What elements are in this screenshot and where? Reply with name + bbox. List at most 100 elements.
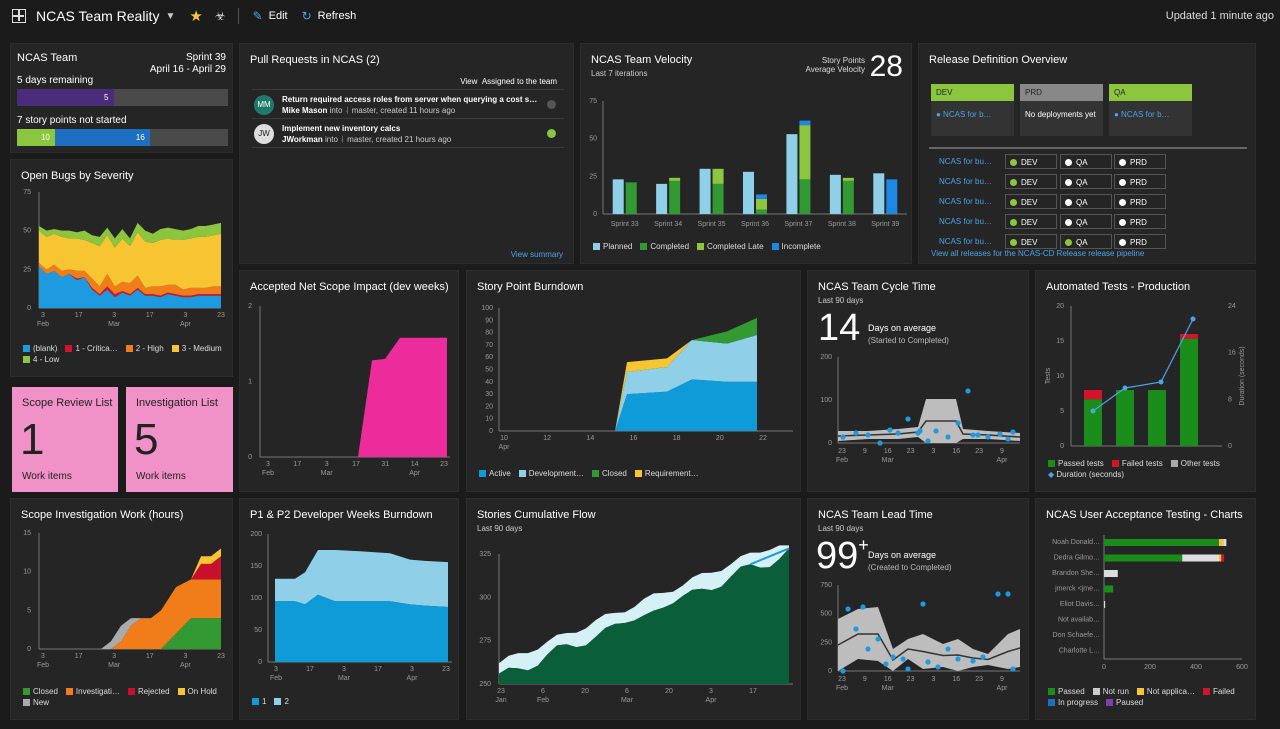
x-tick-label: 600 (1236, 664, 1248, 671)
dashboard-icon[interactable] (12, 9, 26, 23)
cycle-time-tile[interactable]: NCAS Team Cycle Time Last 90 days 14 Day… (807, 270, 1029, 492)
view-summary-link[interactable]: View summary (510, 250, 563, 259)
environment-pill[interactable]: DEV (1005, 154, 1057, 169)
pr-item[interactable]: JW Implement new inventory calcs JWorkma… (252, 119, 564, 148)
x-tick-label: 23 (975, 448, 983, 455)
pr-title[interactable]: Implement new inventory calcs (282, 124, 401, 133)
pr-into: into (329, 106, 343, 115)
legend-item: 2 (274, 697, 289, 706)
cumulative-flow-tile[interactable]: Stories Cumulative Flow Last 90 days 250… (466, 498, 801, 720)
team-members-icon[interactable]: ☣ (214, 9, 226, 23)
sprint-overview-tile[interactable]: NCAS Team Sprint 39 April 16 - April 29 … (10, 43, 233, 153)
investigation-tile[interactable]: Investigation List 5 Work items (126, 387, 233, 492)
data-point (877, 440, 883, 446)
tile-title: P1 & P2 Developer Weeks Burndown (250, 509, 433, 521)
environment-pill[interactable]: PRD (1114, 214, 1166, 229)
velocity-tile[interactable]: NCAS Team Velocity Last 7 iterations Sto… (580, 43, 912, 264)
burndown-tile[interactable]: Story Point Burndown 0 10 20 30 40 50 60 70 80 90… (466, 270, 801, 492)
pr-time: created 11 hours ago (380, 106, 456, 115)
lead-time-tile[interactable]: NCAS Team Lead Time Last 90 days 99+ Day… (807, 498, 1029, 720)
passed-bar (1104, 554, 1183, 562)
release-overview-tile[interactable]: Release Definition Overview DEV ● NCAS fo… (918, 43, 1256, 264)
environment-pill[interactable]: PRD (1114, 154, 1166, 169)
release-name-link[interactable]: NCAS for bu… (939, 157, 992, 166)
x-tick-label: Feb (270, 675, 282, 682)
x-tick-label: 17 (75, 312, 83, 319)
environment-pill[interactable]: DEV (1005, 174, 1057, 189)
x-tick-label: Feb (537, 697, 549, 704)
open-bugs-tile[interactable]: Open Bugs by Severity 0 25 50 75 3 Feb 17 3 Mar 1… (10, 159, 233, 377)
stage-card[interactable]: QA ● NCAS for b… (1109, 84, 1192, 136)
environment-pill[interactable]: PRD (1114, 194, 1166, 209)
bugs-legend: (blank) 1 - Critica… 2 - High 3 - Medium… (23, 344, 223, 364)
x-tick-label: 23 (975, 676, 983, 683)
work-items-label: Work items (136, 471, 186, 482)
environment-pill[interactable]: QA (1060, 234, 1112, 249)
updated-status: Updated 1 minute ago (1165, 10, 1274, 22)
refresh-button[interactable]: ↻ Refresh (302, 9, 357, 23)
environment-pill[interactable]: DEV (1005, 214, 1057, 229)
data-point (945, 434, 951, 440)
x-tick-label: 23 (217, 653, 225, 660)
stage-card[interactable]: DEV ● NCAS for b… (931, 84, 1014, 136)
net-scope-tile[interactable]: Accepted Net Scope Impact (dev weeks) 0 1… (239, 270, 459, 492)
x-tick-label: Sprint 37 (784, 221, 812, 228)
y-tick-label: 20 (485, 403, 493, 410)
edit-button[interactable]: ✎ Edit (253, 9, 288, 23)
stage-status[interactable]: ● NCAS for b… (1114, 110, 1170, 119)
divider (237, 8, 239, 24)
release-name-link[interactable]: NCAS for bu… (939, 237, 992, 246)
cfd-active-line (749, 547, 790, 566)
environment-pill[interactable]: QA (1060, 214, 1112, 229)
tile-title: Open Bugs by Severity (21, 170, 134, 182)
pull-requests-tile[interactable]: Pull Requests in NCAS (2) View Assigned … (239, 43, 574, 264)
p1p2-burndown-tile[interactable]: P1 & P2 Developer Weeks Burndown 0 50 100 1… (239, 498, 459, 720)
environment-pill[interactable]: PRD (1114, 174, 1166, 189)
automated-tests-tile[interactable]: Automated Tests - Production 0 5 10 15 20 0 8 1… (1035, 270, 1256, 492)
environment-pill[interactable]: QA (1060, 154, 1112, 169)
environment-pill[interactable]: DEV (1005, 234, 1057, 249)
scope-investigation-area (39, 618, 221, 649)
view-all-releases-link[interactable]: View all releases for the NCAS-CD Releas… (931, 249, 1145, 258)
environment-label: QA (1076, 198, 1088, 207)
y-tick-label: 90 (485, 317, 493, 324)
release-name-link[interactable]: NCAS for bu… (939, 177, 992, 186)
favorite-star-icon[interactable]: ★ (189, 8, 203, 25)
stage-status[interactable]: No deployments yet (1025, 110, 1096, 119)
dashboard-title[interactable]: NCAS Team Reality (36, 8, 160, 24)
refresh-label: Refresh (317, 10, 357, 22)
duration-line (1092, 318, 1194, 412)
environment-label: PRD (1130, 198, 1147, 207)
pr-item[interactable]: MM Return required access roles from ser… (252, 90, 564, 119)
uat-tile[interactable]: NCAS User Acceptance Testing - Charts 0 2… (1035, 498, 1256, 720)
stage-status[interactable]: ● NCAS for b… (936, 110, 992, 119)
data-point (955, 656, 961, 662)
y2-tick-label: 16 (1228, 350, 1236, 357)
y-tick-label: 0 (27, 305, 31, 312)
success-icon (1065, 239, 1072, 246)
chevron-down-icon[interactable]: ▼ (165, 10, 176, 22)
x-tick-label: Feb (37, 321, 49, 328)
environment-pill[interactable]: DEV (1005, 194, 1057, 209)
not-deployed-icon (1119, 239, 1126, 246)
pr-title[interactable]: Return required access roles from server… (282, 95, 538, 104)
x-tick-label: 17 (749, 688, 757, 695)
release-name-link[interactable]: NCAS for bu… (939, 217, 992, 226)
cycle-note: (Started to Completed) (868, 336, 949, 345)
y-tick-label: 0 (828, 440, 832, 447)
tile-title: Stories Cumulative Flow (477, 509, 596, 521)
pr-filter[interactable]: View Assigned to the team (460, 77, 557, 86)
environment-pill[interactable]: QA (1060, 194, 1112, 209)
environment-pill[interactable]: PRD (1114, 234, 1166, 249)
p1-area (275, 594, 448, 662)
burndown-area (499, 379, 757, 431)
environment-label: QA (1076, 158, 1088, 167)
data-point (925, 659, 931, 665)
release-name-link[interactable]: NCAS for bu… (939, 197, 992, 206)
y-tick-label: 50 (254, 627, 262, 634)
data-point (970, 658, 976, 664)
stage-card[interactable]: PRD No deployments yet (1020, 84, 1103, 136)
environment-pill[interactable]: QA (1060, 174, 1112, 189)
scope-investigation-tile[interactable]: Scope Investigation Work (hours) 0 5 10 15 3… (10, 498, 233, 720)
scope-review-tile[interactable]: Scope Review List 1 Work items (12, 387, 118, 492)
